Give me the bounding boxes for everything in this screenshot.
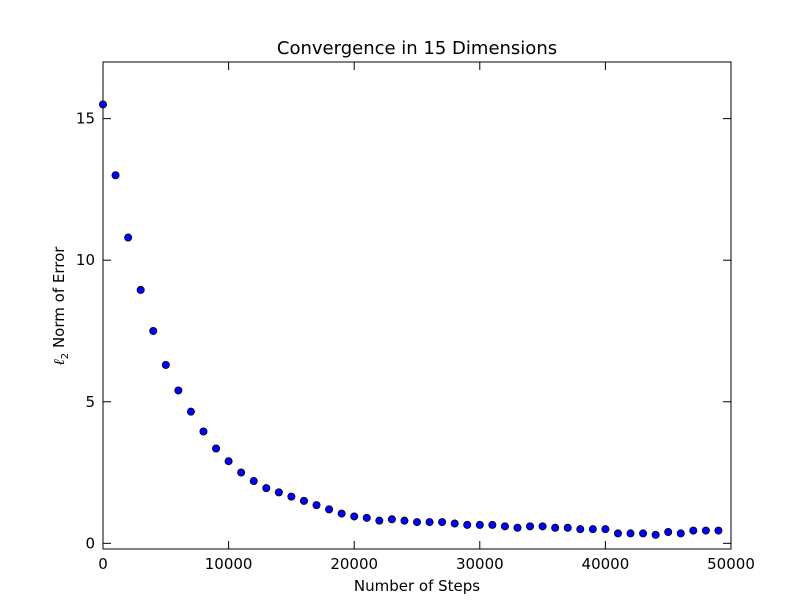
data-point: [450, 519, 459, 528]
data-point: [689, 526, 698, 535]
data-point: [237, 468, 246, 477]
data-point: [287, 492, 296, 501]
data-point: [136, 285, 145, 294]
data-point: [488, 520, 497, 529]
data-point: [199, 427, 208, 436]
data-point: [337, 509, 346, 518]
data-point: [186, 407, 195, 416]
data-point: [124, 233, 133, 242]
data-point: [588, 525, 597, 534]
x-tick-label: 50000: [707, 555, 755, 573]
data-point: [438, 518, 447, 527]
x-tick-label: 20000: [330, 555, 378, 573]
y-axis-label-text: Norm of Error: [50, 246, 68, 353]
y-axis-label-subscript: 2: [60, 353, 71, 359]
data-point: [651, 530, 660, 539]
data-point: [111, 171, 120, 180]
y-tick-label: 10: [76, 251, 95, 269]
data-point: [400, 516, 409, 525]
data-point: [500, 522, 509, 531]
data-point: [538, 522, 547, 531]
data-point: [299, 496, 308, 505]
y-axis-label: ℓ2 Norm of Error: [50, 246, 71, 366]
data-point: [601, 525, 610, 534]
data-point: [161, 360, 170, 369]
x-tick-label: 30000: [456, 555, 504, 573]
data-point: [626, 529, 635, 538]
x-tick-label: 10000: [205, 555, 253, 573]
data-point: [576, 525, 585, 534]
data-point: [639, 529, 648, 538]
data-point: [224, 457, 233, 466]
data-point: [513, 523, 522, 532]
axis-ticks: 0 10000 20000 30000 40000 50000 0 5 10 15: [76, 62, 755, 573]
data-point: [274, 488, 283, 497]
data-point: [701, 526, 710, 535]
data-point: [174, 386, 183, 395]
data-points: [99, 100, 723, 539]
data-point: [262, 484, 271, 493]
data-point: [350, 512, 359, 521]
data-point: [676, 529, 685, 538]
data-point: [249, 477, 258, 486]
data-point: [425, 518, 434, 527]
y-tick-label: 5: [85, 393, 95, 411]
data-point: [387, 515, 396, 524]
data-point: [463, 520, 472, 529]
chart-title: Convergence in 15 Dimensions: [277, 38, 557, 59]
data-point: [714, 526, 723, 535]
data-point: [312, 501, 321, 510]
x-tick-label: 40000: [582, 555, 630, 573]
data-point: [212, 444, 221, 453]
data-point: [149, 326, 158, 335]
data-point: [526, 522, 535, 531]
y-axis-label-symbol: ℓ: [50, 359, 68, 365]
data-point: [99, 100, 108, 109]
x-tick-label: 0: [98, 555, 108, 573]
data-point: [362, 513, 371, 522]
data-point: [375, 516, 384, 525]
data-point: [563, 523, 572, 532]
x-axis-label: Number of Steps: [354, 577, 480, 595]
plot-area: [102, 61, 732, 550]
data-point: [412, 518, 421, 527]
y-tick-label: 0: [85, 534, 95, 552]
data-point: [664, 528, 673, 537]
data-point: [551, 523, 560, 532]
data-point: [475, 520, 484, 529]
y-tick-label: 15: [76, 110, 95, 128]
data-point: [325, 505, 334, 514]
data-point: [613, 529, 622, 538]
